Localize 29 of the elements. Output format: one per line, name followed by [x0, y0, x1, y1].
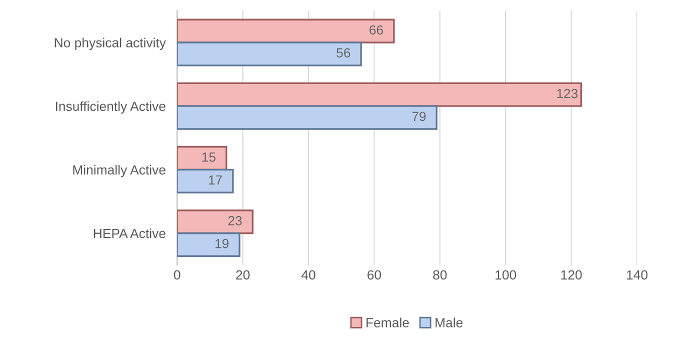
- legend-label: Female: [366, 318, 409, 328]
- y-tick-label: HEPA Active: [94, 228, 166, 238]
- bar: [177, 210, 254, 234]
- x-tick-label: 120: [561, 270, 582, 280]
- y-tick-label: Insufficiently Active: [56, 101, 166, 114]
- y-tick-label: Minimally Active: [73, 164, 166, 178]
- x-tick-label: 0: [174, 270, 180, 280]
- x-tick-label: 40: [301, 270, 316, 280]
- x-tick-label: 100: [496, 270, 516, 280]
- data-label: 123: [557, 88, 578, 98]
- data-label: 56: [336, 48, 350, 58]
- data-label: 15: [202, 152, 216, 162]
- data-label: 23: [228, 216, 242, 226]
- bar: [177, 42, 362, 66]
- y-tick-label: No physical activity: [54, 38, 166, 50]
- x-tick-label: 60: [368, 270, 382, 280]
- bar: [177, 82, 582, 107]
- data-label: 66: [370, 25, 384, 35]
- x-tick-label: 20: [236, 270, 250, 280]
- bar: [177, 105, 438, 130]
- legend-label: Male: [436, 318, 463, 328]
- data-label: 79: [412, 112, 426, 122]
- bar: [177, 168, 234, 194]
- x-tick-label: 140: [627, 270, 648, 280]
- data-label: 17: [208, 175, 222, 185]
- bar: [177, 232, 240, 257]
- x-tick-label: 80: [433, 270, 447, 280]
- data-label: 19: [216, 238, 229, 248]
- bar: [177, 18, 395, 44]
